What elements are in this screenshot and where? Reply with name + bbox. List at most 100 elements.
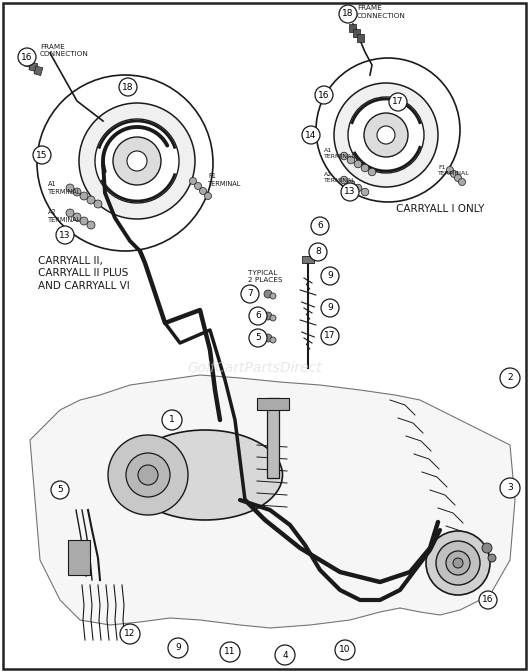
Circle shape bbox=[275, 645, 295, 665]
Text: 3: 3 bbox=[507, 483, 513, 493]
Text: A1
TERMINAL: A1 TERMINAL bbox=[324, 148, 355, 159]
Text: 2: 2 bbox=[507, 374, 513, 382]
Circle shape bbox=[241, 285, 259, 303]
Circle shape bbox=[120, 624, 140, 644]
Circle shape bbox=[321, 327, 339, 345]
Circle shape bbox=[311, 217, 329, 235]
Text: 12: 12 bbox=[124, 630, 135, 638]
Text: 11: 11 bbox=[224, 648, 236, 657]
Bar bbox=[24, 58, 33, 68]
Text: CARRYALL I ONLY: CARRYALL I ONLY bbox=[396, 204, 485, 214]
Circle shape bbox=[79, 103, 195, 219]
Text: 6: 6 bbox=[317, 222, 323, 230]
Text: 4: 4 bbox=[282, 650, 288, 659]
Circle shape bbox=[309, 243, 327, 261]
Circle shape bbox=[73, 213, 81, 221]
Circle shape bbox=[315, 86, 333, 104]
Ellipse shape bbox=[127, 430, 282, 520]
Text: 18: 18 bbox=[342, 9, 354, 19]
Circle shape bbox=[459, 179, 466, 185]
Bar bbox=[349, 24, 356, 32]
Circle shape bbox=[270, 315, 276, 321]
Text: F1
TERMINAL: F1 TERMINAL bbox=[208, 173, 241, 187]
Circle shape bbox=[126, 453, 170, 497]
Circle shape bbox=[488, 554, 496, 562]
Circle shape bbox=[205, 192, 212, 200]
Text: 5: 5 bbox=[255, 333, 261, 343]
Text: 1: 1 bbox=[169, 415, 175, 425]
Circle shape bbox=[87, 221, 95, 229]
Bar bbox=[257, 398, 289, 410]
Circle shape bbox=[73, 188, 81, 196]
Circle shape bbox=[347, 180, 355, 187]
Bar bbox=[19, 54, 28, 64]
Circle shape bbox=[119, 78, 137, 96]
Circle shape bbox=[446, 167, 453, 173]
Circle shape bbox=[249, 307, 267, 325]
Circle shape bbox=[199, 187, 206, 194]
Circle shape bbox=[347, 156, 355, 164]
Polygon shape bbox=[30, 375, 515, 628]
Text: TYPICAL
2 PLACES: TYPICAL 2 PLACES bbox=[248, 270, 282, 284]
Circle shape bbox=[368, 168, 376, 176]
Circle shape bbox=[302, 126, 320, 144]
Circle shape bbox=[168, 638, 188, 658]
Circle shape bbox=[127, 151, 147, 171]
Text: 16: 16 bbox=[482, 595, 494, 605]
Circle shape bbox=[51, 481, 69, 499]
Text: FRAME
CONNECTION: FRAME CONNECTION bbox=[357, 5, 406, 19]
Circle shape bbox=[94, 200, 102, 208]
Circle shape bbox=[108, 435, 188, 515]
Text: 13: 13 bbox=[344, 187, 355, 196]
Circle shape bbox=[80, 217, 88, 225]
Text: 7: 7 bbox=[247, 290, 253, 298]
Circle shape bbox=[321, 267, 339, 285]
Circle shape bbox=[270, 293, 276, 299]
Text: 16: 16 bbox=[318, 91, 330, 99]
Circle shape bbox=[87, 196, 95, 204]
Circle shape bbox=[321, 299, 339, 317]
Circle shape bbox=[451, 171, 458, 177]
Circle shape bbox=[264, 290, 272, 298]
Text: 14: 14 bbox=[305, 130, 317, 140]
Circle shape bbox=[95, 119, 179, 203]
Circle shape bbox=[37, 75, 213, 251]
Circle shape bbox=[340, 152, 348, 160]
Circle shape bbox=[113, 137, 161, 185]
Circle shape bbox=[500, 478, 520, 498]
Circle shape bbox=[264, 334, 272, 342]
Text: A2
TERMINAL: A2 TERMINAL bbox=[48, 209, 81, 222]
Bar bbox=[302, 256, 314, 263]
Circle shape bbox=[335, 640, 355, 660]
Circle shape bbox=[426, 531, 490, 595]
Text: 15: 15 bbox=[37, 151, 48, 159]
Circle shape bbox=[334, 83, 438, 187]
Text: A1
TERMINAL: A1 TERMINAL bbox=[48, 181, 81, 194]
Text: 8: 8 bbox=[315, 247, 321, 257]
Bar bbox=[68, 540, 90, 575]
Circle shape bbox=[220, 642, 240, 662]
Circle shape bbox=[354, 160, 362, 168]
Text: 5: 5 bbox=[57, 485, 63, 495]
Text: 9: 9 bbox=[327, 271, 333, 280]
Circle shape bbox=[361, 188, 369, 196]
Text: F1
TERMINAL: F1 TERMINAL bbox=[438, 165, 470, 176]
Text: 9: 9 bbox=[175, 644, 181, 653]
Text: 16: 16 bbox=[21, 52, 33, 62]
Text: 10: 10 bbox=[339, 646, 351, 655]
Text: GolfCartPartsDirect: GolfCartPartsDirect bbox=[188, 361, 322, 375]
Circle shape bbox=[341, 183, 359, 201]
Circle shape bbox=[436, 541, 480, 585]
Circle shape bbox=[340, 176, 348, 184]
Bar bbox=[34, 66, 43, 75]
Circle shape bbox=[80, 192, 88, 200]
Bar bbox=[29, 62, 38, 71]
Circle shape bbox=[264, 312, 272, 320]
Circle shape bbox=[389, 93, 407, 111]
Text: CARRYALL II,
CARRYALL II PLUS
AND CARRYALL VI: CARRYALL II, CARRYALL II PLUS AND CARRYA… bbox=[38, 256, 130, 291]
Circle shape bbox=[364, 113, 408, 157]
Text: 17: 17 bbox=[392, 97, 404, 106]
Circle shape bbox=[138, 465, 158, 485]
Circle shape bbox=[189, 177, 196, 185]
Circle shape bbox=[249, 329, 267, 347]
